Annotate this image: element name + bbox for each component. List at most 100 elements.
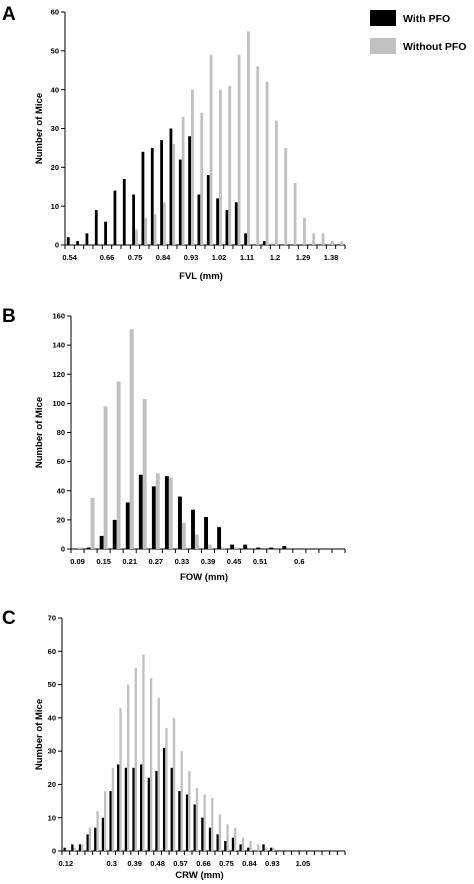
bar-without-pfo <box>200 112 204 245</box>
y-tick-label: 30 <box>51 124 59 133</box>
bar-without-pfo <box>88 827 92 851</box>
bar-with-pfo <box>101 817 105 851</box>
bar-with-pfo <box>140 764 143 851</box>
bar-without-pfo <box>312 233 316 245</box>
x-tick-label: 0.66 <box>196 859 211 868</box>
bar-with-pfo <box>63 847 66 851</box>
x-axis-title: FOW (mm) <box>180 572 228 583</box>
x-tick-label: 0.27 <box>149 557 164 566</box>
bar-without-pfo <box>203 794 206 851</box>
y-tick-label: 0 <box>55 241 59 250</box>
bar-without-pfo <box>73 847 76 851</box>
bar-without-pfo <box>181 116 185 245</box>
bar-without-pfo <box>275 120 278 245</box>
bar-without-pfo <box>219 89 222 246</box>
y-tick-label: 20 <box>48 780 56 789</box>
bar-with-pfo <box>239 844 242 851</box>
bar-without-pfo <box>172 717 176 851</box>
y-tick-label: 80 <box>57 428 65 437</box>
bar-with-pfo <box>109 791 112 851</box>
bar-with-pfo <box>204 516 208 549</box>
bar-without-pfo <box>293 182 297 245</box>
bar-without-pfo <box>234 827 237 851</box>
bar-with-pfo <box>193 804 196 851</box>
x-tick-label: 0.48 <box>150 859 165 868</box>
x-tick-label: 0.75 <box>128 253 143 262</box>
bar-with-pfo <box>125 502 130 549</box>
bar-without-pfo <box>303 217 306 245</box>
bar-with-pfo <box>94 827 97 851</box>
bar-with-pfo <box>256 547 261 549</box>
bar-without-pfo <box>257 844 260 851</box>
x-tick-label: 0.15 <box>96 557 111 566</box>
y-axis-title: Number of Mice <box>34 397 45 468</box>
bar-with-pfo <box>224 841 227 851</box>
bar-with-pfo <box>234 202 238 245</box>
bar-with-pfo <box>230 544 235 549</box>
bar-without-pfo <box>135 229 138 245</box>
bar-with-pfo <box>216 198 219 245</box>
bar-without-pfo <box>264 847 267 851</box>
bar-without-pfo <box>144 217 148 245</box>
bar-without-pfo <box>321 233 325 245</box>
x-tick-label: 0.21 <box>122 557 137 566</box>
bar-with-pfo <box>85 233 89 245</box>
bar-without-pfo <box>168 477 173 549</box>
bar-without-pfo <box>209 54 213 245</box>
bar-without-pfo <box>90 498 95 549</box>
bar-with-pfo <box>208 827 212 851</box>
x-axis-title: CRW (mm) <box>175 870 223 881</box>
bar-without-pfo <box>241 837 245 851</box>
legend-label-with-pfo: With PFO <box>403 13 450 25</box>
y-tick-label: 10 <box>48 813 56 822</box>
x-tick-label: 0.33 <box>175 557 190 566</box>
bar-with-pfo <box>147 777 150 851</box>
y-tick-label: 10 <box>51 202 59 211</box>
bar-with-pfo <box>197 194 201 245</box>
bar-without-pfo <box>249 841 252 851</box>
bar-with-pfo <box>177 496 182 549</box>
x-tick-label: 0.57 <box>173 859 188 868</box>
bar-with-pfo <box>244 233 247 245</box>
bar-with-pfo <box>262 241 266 245</box>
bar-with-pfo <box>231 837 235 851</box>
bar-with-pfo <box>66 237 70 245</box>
bar-without-pfo <box>195 787 199 851</box>
bar-without-pfo <box>142 654 145 851</box>
bar-with-pfo <box>112 519 117 549</box>
bar-without-pfo <box>104 791 107 851</box>
bar-without-pfo <box>149 677 153 851</box>
bar-with-pfo <box>164 476 169 549</box>
bar-with-pfo <box>86 547 91 549</box>
x-tick-label: 0.93 <box>265 859 280 868</box>
y-tick-label: 20 <box>57 515 65 524</box>
x-tick-label: 0.54 <box>62 253 77 262</box>
bar-without-pfo <box>96 811 99 851</box>
x-tick-label: 0.93 <box>184 253 199 262</box>
y-tick-label: 70 <box>48 614 56 623</box>
x-tick-label: 1.2 <box>270 253 280 262</box>
x-tick-label: 0.84 <box>156 253 171 262</box>
y-tick-label: 160 <box>52 312 65 321</box>
bar-without-pfo <box>116 381 121 549</box>
y-tick-label: 40 <box>51 85 59 94</box>
legend-label-without-pfo: Without PFO <box>403 41 466 53</box>
y-tick-label: 50 <box>51 46 59 55</box>
histogram-panel-c: 0 10 20 30 40 50 60 70 0.12 0.3 0.39 0.48 0.57 0.66 0.… <box>34 614 346 881</box>
bar-without-pfo <box>153 213 157 245</box>
bar-without-pfo <box>103 406 108 549</box>
panel-letter: A <box>2 4 16 25</box>
bar-without-pfo <box>188 771 191 851</box>
bar-with-pfo <box>117 764 120 851</box>
bar-with-pfo <box>262 844 265 851</box>
panel-letter: B <box>2 306 16 327</box>
y-tick-label: 0 <box>61 545 65 554</box>
bar-without-pfo <box>180 751 183 851</box>
bar-with-pfo <box>270 847 273 851</box>
bar-without-pfo <box>194 534 199 549</box>
panel-letter: C <box>2 608 16 629</box>
bar-with-pfo <box>191 509 195 549</box>
x-tick-label: 0.45 <box>227 557 242 566</box>
y-axis-title: Number of Mice <box>34 699 45 770</box>
